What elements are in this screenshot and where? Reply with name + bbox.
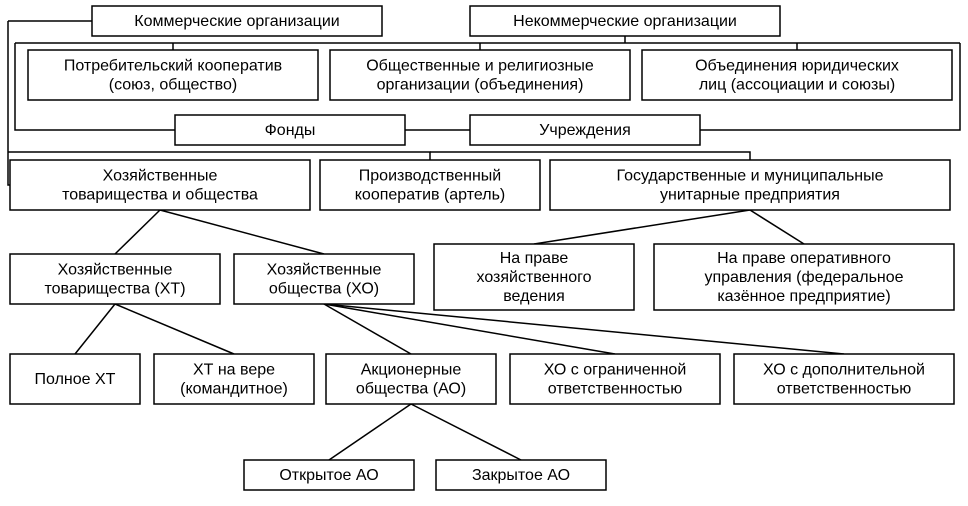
node-zao: Закрытое АО	[436, 460, 606, 490]
node-inst-line0: Учреждения	[539, 122, 631, 139]
node-coop: Потребительский кооператив (союз, обществ…	[28, 50, 318, 100]
node-oper: На праве оперативного управления (федерал…	[654, 244, 954, 310]
node-coop-line0: Потребительский кооператив	[64, 58, 282, 75]
node-union-line1: лиц (ассоциации и союзы)	[699, 77, 895, 94]
node-pub: Общественные и религиозные организации (о…	[330, 50, 630, 100]
edge	[160, 210, 324, 254]
node-hozved: На праве хозяйственного ведения	[434, 244, 634, 310]
edge	[115, 304, 234, 354]
node-ao-line0: Акционерные	[361, 362, 462, 379]
node-oper-line0: На праве оперативного	[717, 250, 891, 267]
edge	[750, 210, 804, 244]
node-prod-line1: кооператив (артель)	[355, 187, 505, 204]
edge	[8, 152, 430, 160]
node-oao-line0: Открытое АО	[279, 467, 378, 484]
node-hoz-line0: Хозяйственные	[103, 168, 218, 185]
node-hozved-line1: хозяйственного	[477, 269, 592, 286]
node-gos: Государственные и муниципальные унитарные…	[550, 160, 950, 210]
edge	[75, 304, 115, 354]
node-ao: Акционерные общества (АО)	[326, 354, 496, 404]
node-comm: Коммерческие организации	[92, 6, 382, 36]
node-xo: Хозяйственные общества (ХО)	[234, 254, 414, 304]
node-hozved-line0: На праве	[500, 250, 569, 267]
node-xo-line1: общества (ХО)	[269, 281, 379, 298]
node-union: Объединения юридических лиц (ассоциации и…	[642, 50, 952, 100]
node-hozved-line2: ведения	[503, 288, 565, 305]
node-gos-line0: Государственные и муниципальные	[616, 168, 883, 185]
node-xolim: ХО с ограниченной ответственностью	[510, 354, 720, 404]
org-tree-diagram: Коммерческие организации Некоммерческие о…	[0, 0, 968, 506]
edge	[411, 404, 521, 460]
node-hoz-line1: товарищества и общества	[62, 187, 258, 204]
edge	[324, 304, 844, 354]
edge	[430, 152, 750, 160]
node-xtv-line1: (командитное)	[180, 381, 288, 398]
node-xt: Хозяйственные товарищества (ХТ)	[10, 254, 220, 304]
nodes-layer: Коммерческие организации Некоммерческие о…	[10, 6, 954, 490]
node-xodop: ХО с дополнительной ответственностью	[734, 354, 954, 404]
node-union-line0: Объединения юридических	[695, 58, 899, 75]
node-ao-line1: общества (АО)	[356, 381, 466, 398]
node-inst: Учреждения	[470, 115, 700, 145]
node-noncomm: Некоммерческие организации	[470, 6, 780, 36]
node-xt-line1: товарищества (ХТ)	[44, 281, 185, 298]
node-xolim-line0: ХО с ограниченной	[544, 362, 687, 379]
node-full: Полное ХТ	[10, 354, 140, 404]
node-oao: Открытое АО	[244, 460, 414, 490]
node-fund: Фонды	[175, 115, 405, 145]
node-full-line0: Полное ХТ	[35, 371, 116, 388]
node-gos-line1: унитарные предприятия	[660, 187, 840, 204]
node-xtv-line0: ХТ на вере	[193, 362, 275, 379]
node-coop-line1: (союз, общество)	[109, 77, 237, 94]
node-pub-line1: организации (объединения)	[377, 77, 584, 94]
node-oper-line2: казённое предприятие)	[717, 288, 890, 305]
node-hoz: Хозяйственные товарищества и общества	[10, 160, 310, 210]
node-xodop-line0: ХО с дополнительной	[763, 362, 925, 379]
node-zao-line0: Закрытое АО	[472, 467, 570, 484]
edge	[534, 210, 750, 244]
node-comm-line0: Коммерческие организации	[134, 13, 339, 30]
node-xt-line0: Хозяйственные	[58, 262, 173, 279]
node-xodop-line1: ответственностью	[777, 381, 912, 398]
node-xolim-line1: ответственностью	[548, 381, 683, 398]
node-xtv: ХТ на вере (командитное)	[154, 354, 314, 404]
node-prod-line0: Производственный	[359, 168, 501, 185]
node-oper-line1: управления (федеральное	[704, 269, 903, 286]
edge	[329, 404, 411, 460]
node-prod: Производственный кооператив (артель)	[320, 160, 540, 210]
edge	[115, 210, 160, 254]
node-fund-line0: Фонды	[265, 122, 316, 139]
node-pub-line0: Общественные и религиозные	[366, 58, 594, 75]
node-noncomm-line0: Некоммерческие организации	[513, 13, 737, 30]
node-xo-line0: Хозяйственные	[267, 262, 382, 279]
